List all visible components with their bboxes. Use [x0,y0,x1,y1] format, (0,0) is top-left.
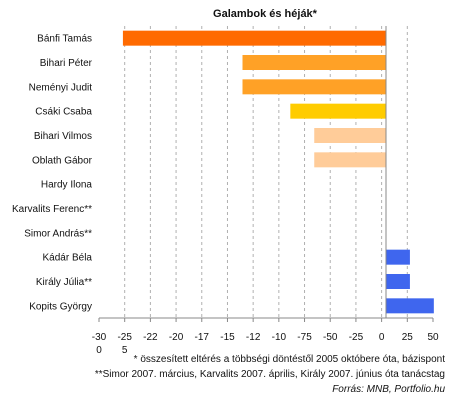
category-label: Csáki Csaba [35,107,92,118]
category-label: Bihari Vilmos [34,131,92,142]
axes [98,26,434,322]
category-label: Oblath Gábor [32,155,93,166]
bar [290,103,386,119]
x-tick-label: 50 [427,332,439,343]
category-label: Simor András** [24,228,92,239]
chart-title: Galambok és héják* [213,8,318,20]
category-label: Bánfi Tamás [37,34,92,45]
x-tick-label: 0 [96,345,102,356]
bar [386,249,410,265]
category-label: Kádár Béla [43,253,93,264]
category-label: Karvalits Ferenc** [12,204,92,215]
bar [386,274,410,289]
gridlines [124,26,408,318]
bar [242,79,386,95]
category-label: Bihari Péter [40,58,93,69]
x-tick-label: -12 [246,332,261,343]
bar [122,30,387,46]
footnote-1: * összesített eltérés a többségi döntést… [134,354,446,365]
category-label: Kopits György [29,301,92,312]
category-label: Király Júlia** [36,277,92,288]
x-tick-label: -10 [272,332,287,343]
x-tick-label: -25 [349,332,364,343]
category-labels: Bánfi Tamás Bihari Péter Neményi Judit Csák… [12,34,93,313]
x-tick-label: 0 [379,332,385,343]
bars [122,30,434,314]
x-tick-label: -30 [92,332,107,343]
x-tick-labels: -30 -25 -22 -20 -17 -15 -12 -10 -75 -50 -25 0 25 50 0 5 [92,332,439,356]
x-tick-label: -20 [169,332,184,343]
bar [314,128,386,143]
x-tick-label: -22 [143,332,158,343]
bar [242,55,386,70]
x-tick-label: 5 [122,345,128,356]
x-tick-label: -25 [117,332,132,343]
category-label: Hardy Ilona [41,180,93,191]
x-tick-label: -15 [220,332,235,343]
category-label: Neményi Judit [29,82,93,93]
footnote-2: **Simor 2007. március, Karvalits 2007. á… [95,369,445,380]
x-tick-label: -17 [195,332,210,343]
bar [314,152,386,168]
source-note: Forrás: MNB, Portfolio.hu [332,384,445,395]
x-tick-label: -50 [323,332,338,343]
x-tick-label: 25 [402,332,414,343]
x-tick-label: -75 [297,332,312,343]
bar [386,298,434,314]
